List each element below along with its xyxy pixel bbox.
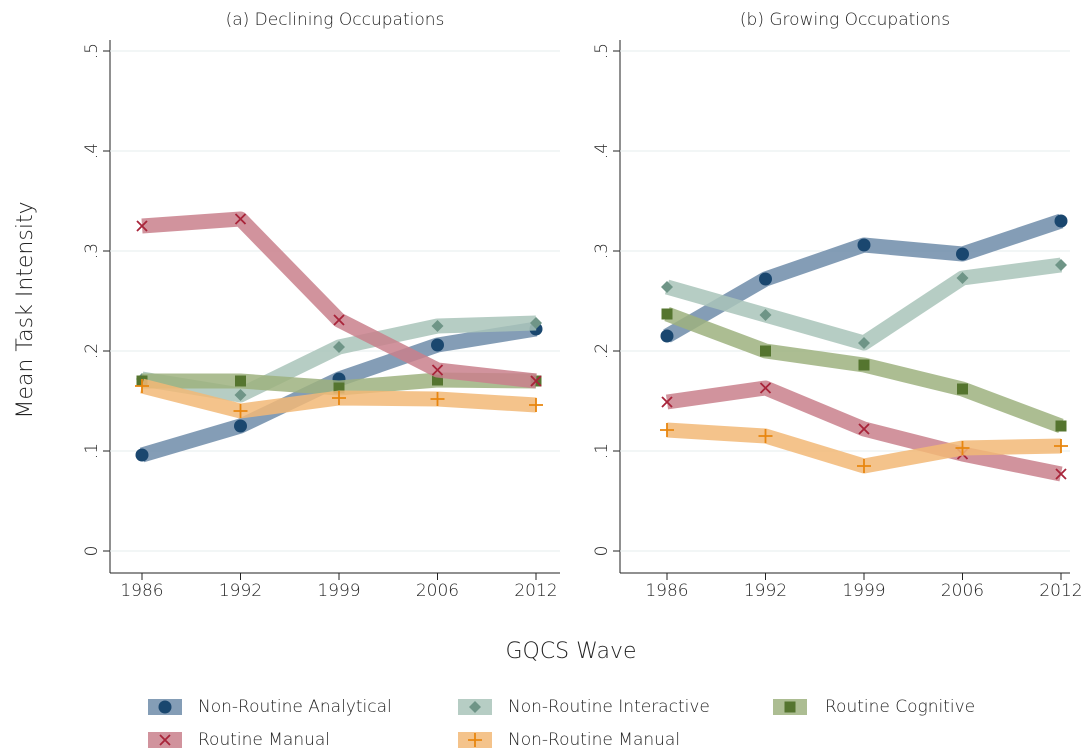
data-point xyxy=(530,317,542,329)
legend-label: Routine Manual xyxy=(198,730,330,750)
x-tick-label: 1986 xyxy=(645,581,688,601)
data-point xyxy=(431,338,444,352)
data-point xyxy=(660,423,674,437)
data-point xyxy=(233,404,248,418)
x-tick-label: 1999 xyxy=(842,581,885,601)
x-tick-label: 2012 xyxy=(1039,581,1082,601)
data-point xyxy=(234,419,247,433)
data-point xyxy=(857,238,871,252)
y-tick-label: .4 xyxy=(82,143,102,159)
data-point xyxy=(956,272,969,284)
data-point xyxy=(135,448,149,462)
data-point xyxy=(759,309,772,321)
data-point xyxy=(1055,468,1067,480)
data-point xyxy=(955,441,970,455)
data-point xyxy=(759,382,772,394)
data-point xyxy=(1055,420,1067,432)
legend-marker xyxy=(159,734,171,746)
data-point xyxy=(333,382,345,394)
legend-label: Routine Cognitive xyxy=(825,697,975,717)
data-point xyxy=(333,314,345,326)
data-point xyxy=(957,383,968,395)
y-axis-label: Mean Task Intensity xyxy=(13,201,38,418)
chart-title: (b) Growing Occupations xyxy=(740,10,950,30)
data-point xyxy=(529,398,543,412)
legend-label: Non-Routine Analytical xyxy=(198,697,392,717)
data-point xyxy=(135,379,149,393)
x-tick-label: 1986 xyxy=(120,581,163,601)
y-tick-label: .5 xyxy=(592,43,612,59)
legend-label: Non-Routine Manual xyxy=(508,730,680,750)
legend-label: Non-Routine Interactive xyxy=(508,697,710,717)
y-tick-label: 0 xyxy=(592,546,612,557)
data-point xyxy=(431,320,444,332)
y-tick-label: .5 xyxy=(82,43,102,59)
data-point xyxy=(234,389,247,401)
data-point xyxy=(333,341,345,353)
x-axis-label: GQCS Wave xyxy=(505,639,636,664)
data-point xyxy=(234,213,247,225)
data-point xyxy=(332,391,346,405)
legend-marker xyxy=(784,701,796,713)
data-point xyxy=(136,220,148,232)
data-point xyxy=(235,375,246,387)
y-tick-label: .3 xyxy=(82,243,102,259)
data-point xyxy=(530,375,542,387)
y-tick-label: .2 xyxy=(82,343,102,359)
x-tick-label: 2012 xyxy=(514,581,557,601)
legend-marker xyxy=(468,733,482,747)
data-point xyxy=(758,429,773,443)
x-tick-label: 1992 xyxy=(219,581,262,601)
data-point xyxy=(661,308,673,320)
x-tick-label: 2006 xyxy=(416,581,459,601)
data-point xyxy=(431,364,444,376)
y-tick-label: .4 xyxy=(592,143,612,159)
x-tick-label: 1992 xyxy=(744,581,787,601)
data-point xyxy=(1054,439,1068,453)
x-tick-label: 2006 xyxy=(941,581,984,601)
legend-marker xyxy=(469,701,481,713)
y-tick-label: .3 xyxy=(592,243,612,259)
x-tick-label: 1999 xyxy=(317,581,360,601)
data-point xyxy=(956,247,969,261)
data-point xyxy=(857,459,871,473)
data-point xyxy=(661,396,673,408)
data-point xyxy=(660,329,674,343)
y-tick-label: .1 xyxy=(82,443,102,459)
data-point xyxy=(1054,214,1068,228)
chart-title: (a) Declining Occupations xyxy=(226,10,445,30)
data-point xyxy=(430,392,445,406)
y-tick-label: .2 xyxy=(592,343,612,359)
legend-marker xyxy=(158,700,172,714)
data-point xyxy=(661,281,673,293)
data-point xyxy=(858,337,870,349)
y-tick-label: 0 xyxy=(82,546,102,557)
data-point xyxy=(759,272,772,286)
data-point xyxy=(760,345,771,357)
data-point xyxy=(858,423,870,435)
data-point xyxy=(858,359,870,371)
data-point xyxy=(432,374,443,386)
data-point xyxy=(1055,259,1067,271)
y-tick-label: .1 xyxy=(592,443,612,459)
